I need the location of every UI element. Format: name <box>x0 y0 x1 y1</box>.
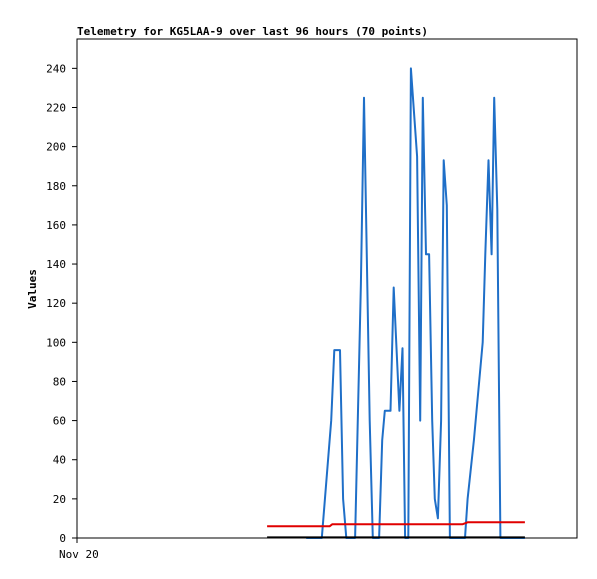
y-tick-label-180: 180 <box>46 180 66 193</box>
y-tick-label-200: 200 <box>46 141 66 154</box>
y-tick-label-60: 60 <box>53 415 66 428</box>
chart-title: Telemetry for KG5LAA-9 over last 96 hour… <box>77 25 428 38</box>
x-tick-label-0: Nov 20 <box>59 548 99 561</box>
y-tick-label-120: 120 <box>46 297 66 310</box>
y-tick-label-140: 140 <box>46 258 66 271</box>
y-tick-label-40: 40 <box>53 454 66 467</box>
series-line-2 <box>267 521 525 528</box>
y-tick-label-100: 100 <box>46 336 66 349</box>
y-tick-label-20: 20 <box>53 493 66 506</box>
y-tick-label-80: 80 <box>53 375 66 388</box>
plot-area: 0 20 40 60 80 100 120 140 160 180 200 220 240 Nov 20 <box>46 38 578 561</box>
series-line-1 <box>306 67 525 539</box>
y-tick-label-220: 220 <box>46 101 66 114</box>
y-tick-label-0: 0 <box>59 532 66 545</box>
y-tick-label-240: 240 <box>46 62 66 75</box>
y-axis-label: Values <box>26 269 39 309</box>
y-tick-label-160: 160 <box>46 219 66 232</box>
